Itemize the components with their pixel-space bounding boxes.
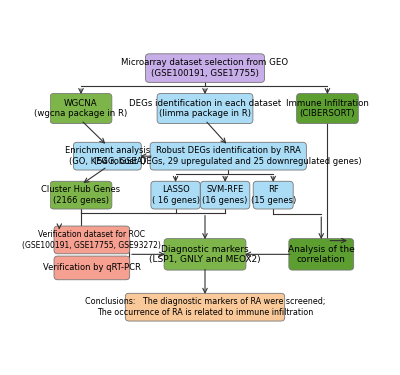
FancyBboxPatch shape <box>125 293 285 321</box>
Text: WGCNA
(wgcna package in R): WGCNA (wgcna package in R) <box>34 99 128 118</box>
Text: LASSO
( 16 genes): LASSO ( 16 genes) <box>152 186 200 205</box>
Text: Microarray dataset selection from GEO
(GSE100191, GSE17755): Microarray dataset selection from GEO (G… <box>122 58 288 78</box>
FancyBboxPatch shape <box>50 93 112 123</box>
FancyBboxPatch shape <box>74 142 141 170</box>
Text: Conclusions:   The diagnostic markers of RA were screened;
The occurrence of RA : Conclusions: The diagnostic markers of R… <box>85 297 325 317</box>
Text: Cluster Hub Genes
(2166 genes): Cluster Hub Genes (2166 genes) <box>42 186 120 205</box>
Text: Diagnostic markers
(LSP1, GNLY and MEOX2): Diagnostic markers (LSP1, GNLY and MEOX2… <box>149 244 261 264</box>
FancyBboxPatch shape <box>157 93 253 123</box>
Text: SVM-RFE
(16 genes): SVM-RFE (16 genes) <box>202 186 248 205</box>
Text: Verification dataset for ROC
(GSE100191, GSE17755, GSE93272): Verification dataset for ROC (GSE100191,… <box>22 230 161 250</box>
FancyBboxPatch shape <box>164 238 246 270</box>
Text: Immune Infiltration
(CIBERSORT): Immune Infiltration (CIBERSORT) <box>286 99 369 118</box>
Text: RF
(15 genes): RF (15 genes) <box>250 186 296 205</box>
FancyBboxPatch shape <box>54 226 130 254</box>
FancyBboxPatch shape <box>289 238 354 270</box>
FancyBboxPatch shape <box>146 54 264 82</box>
Text: Analysis of the
correlation: Analysis of the correlation <box>288 244 355 264</box>
FancyBboxPatch shape <box>151 181 200 209</box>
Text: DEGs identification in each dataset
(limma package in R): DEGs identification in each dataset (lim… <box>129 99 281 118</box>
FancyBboxPatch shape <box>297 93 358 123</box>
FancyBboxPatch shape <box>200 181 250 209</box>
Text: Verification by qRT-PCR: Verification by qRT-PCR <box>43 263 141 272</box>
FancyBboxPatch shape <box>150 142 306 170</box>
Text: Enrichment analysis
(GO, KEGG, GSEA): Enrichment analysis (GO, KEGG, GSEA) <box>65 147 150 166</box>
FancyBboxPatch shape <box>50 181 112 209</box>
FancyBboxPatch shape <box>253 181 293 209</box>
FancyBboxPatch shape <box>54 256 130 280</box>
Text: Robust DEGs identification by RRA
(54 robust DEGs, 29 upregulated and 25 downreg: Robust DEGs identification by RRA (54 ro… <box>94 147 362 166</box>
